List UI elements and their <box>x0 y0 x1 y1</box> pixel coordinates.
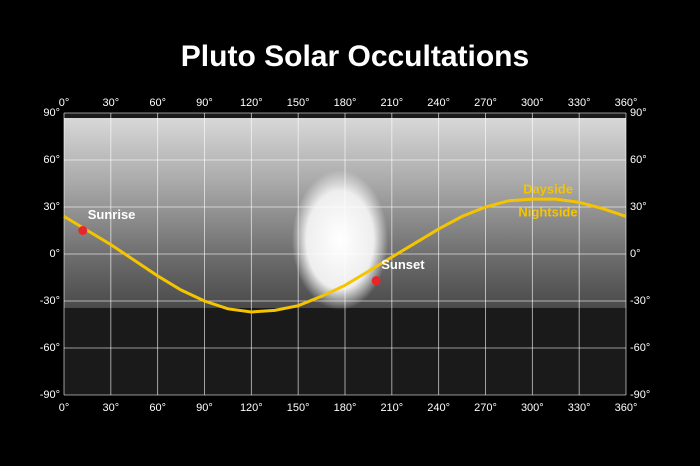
x-tick-label: 180° <box>334 402 357 414</box>
x-tick-label: 60° <box>149 402 166 414</box>
y-tick-label: 0° <box>49 248 60 260</box>
y-tick-label: -90° <box>630 389 650 401</box>
x-tick-label: 270° <box>474 97 497 109</box>
x-tick-label: 240° <box>427 97 450 109</box>
x-tick-label: 210° <box>380 97 403 109</box>
x-tick-label: 0° <box>59 402 70 414</box>
x-tick-label: 180° <box>334 97 357 109</box>
x-tick-label: 90° <box>196 97 213 109</box>
point-label: Sunset <box>381 257 425 272</box>
chart-title: Pluto Solar Occultations <box>181 40 529 73</box>
x-tick-label: 360° <box>615 402 638 414</box>
y-tick-label: 90° <box>630 107 647 119</box>
x-tick-label: 330° <box>568 402 591 414</box>
x-tick-label: 360° <box>615 97 638 109</box>
annotation: Dayside <box>523 181 573 196</box>
x-tick-label: 120° <box>240 402 263 414</box>
event-point <box>371 276 381 286</box>
point-label: Sunrise <box>88 207 136 222</box>
x-tick-label: 210° <box>380 402 403 414</box>
x-tick-label: 330° <box>568 97 591 109</box>
y-tick-label: -30° <box>630 295 650 307</box>
y-tick-label: -90° <box>40 389 60 401</box>
x-tick-label: 300° <box>521 97 544 109</box>
event-point <box>78 226 88 235</box>
x-tick-label: 270° <box>474 402 497 414</box>
y-tick-label: -60° <box>630 342 650 354</box>
x-tick-label: 90° <box>196 402 213 414</box>
terminator-line <box>63 197 627 314</box>
x-tick-label: 300° <box>521 402 544 414</box>
y-tick-label: 60° <box>43 154 60 166</box>
x-tick-label: 30° <box>103 97 120 109</box>
y-tick-label: 30° <box>630 201 647 213</box>
y-tick-label: 0° <box>630 248 641 260</box>
y-tick-label: 90° <box>43 107 60 119</box>
x-tick-label: 0° <box>59 97 70 109</box>
x-tick-label: 120° <box>240 97 263 109</box>
y-tick-label: -60° <box>40 342 60 354</box>
y-tick-label: 30° <box>43 201 60 213</box>
x-tick-label: 150° <box>287 402 310 414</box>
y-tick-label: -30° <box>40 295 60 307</box>
annotation: Nightside <box>518 204 577 219</box>
x-tick-label: 60° <box>149 97 166 109</box>
x-tick-label: 30° <box>103 402 120 414</box>
x-tick-label: 150° <box>287 97 310 109</box>
x-tick-label: 240° <box>427 402 450 414</box>
y-tick-label: 60° <box>630 154 647 166</box>
